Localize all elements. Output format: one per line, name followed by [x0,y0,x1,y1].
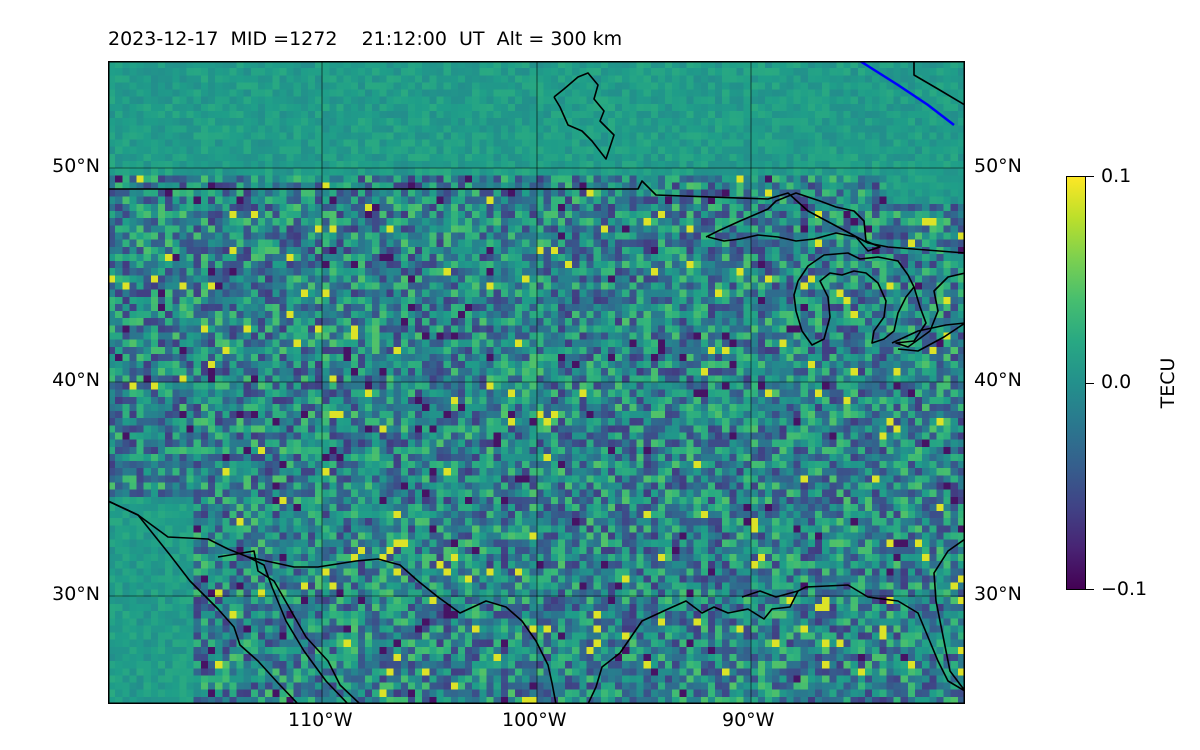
lat-tick-30n-left: 30°N [52,583,100,605]
lon-tick-100w: 100°W [502,709,567,731]
gulf-of-california-shore [217,550,361,704]
colorbar [1066,176,1086,590]
lon-tick-90w: 90°W [722,709,775,731]
baja-peninsula [108,500,299,704]
us-canada-border [108,180,965,254]
lat-tick-50n-right: 50°N [974,155,1022,177]
lake-michigan [793,252,915,346]
mainland-mexico-coast [247,556,349,704]
map-border [108,61,965,704]
tec-map [108,61,965,704]
lat-tick-40n-right: 40°N [974,369,1022,391]
lat-tick-40n-left: 40°N [52,369,100,391]
hudson-shore-top [913,61,965,106]
lon-tick-110w: 110°W [288,709,353,731]
colorbar-tick-zero [1086,383,1094,384]
lat-tick-30n-right: 30°N [974,583,1022,605]
gridlines [108,61,965,704]
map-title: 2023-12-17 MID =1272 21:12:00 UT Alt = 3… [108,28,623,50]
colorbar-label-min: −0.1 [1101,578,1148,600]
colorbar-label-max: 0.1 [1101,165,1132,187]
florida-east [933,538,965,692]
us-mexico-border [108,500,557,704]
gulf-inlet [741,590,799,598]
lake-superior [705,192,881,252]
terminator-line [859,61,955,126]
coastlines [108,61,965,704]
lake-huron [895,272,965,348]
colorbar-label-zero: 0.0 [1101,371,1132,393]
colorbar-title: TECU [1157,357,1179,409]
james-bay [553,72,615,160]
gulf-coast [587,584,965,704]
colorbar-tick-min [1086,589,1094,590]
lake-erie [891,322,965,352]
map-overlay [108,61,965,704]
colorbar-tick-max [1086,176,1094,177]
lat-tick-50n-left: 50°N [52,155,100,177]
